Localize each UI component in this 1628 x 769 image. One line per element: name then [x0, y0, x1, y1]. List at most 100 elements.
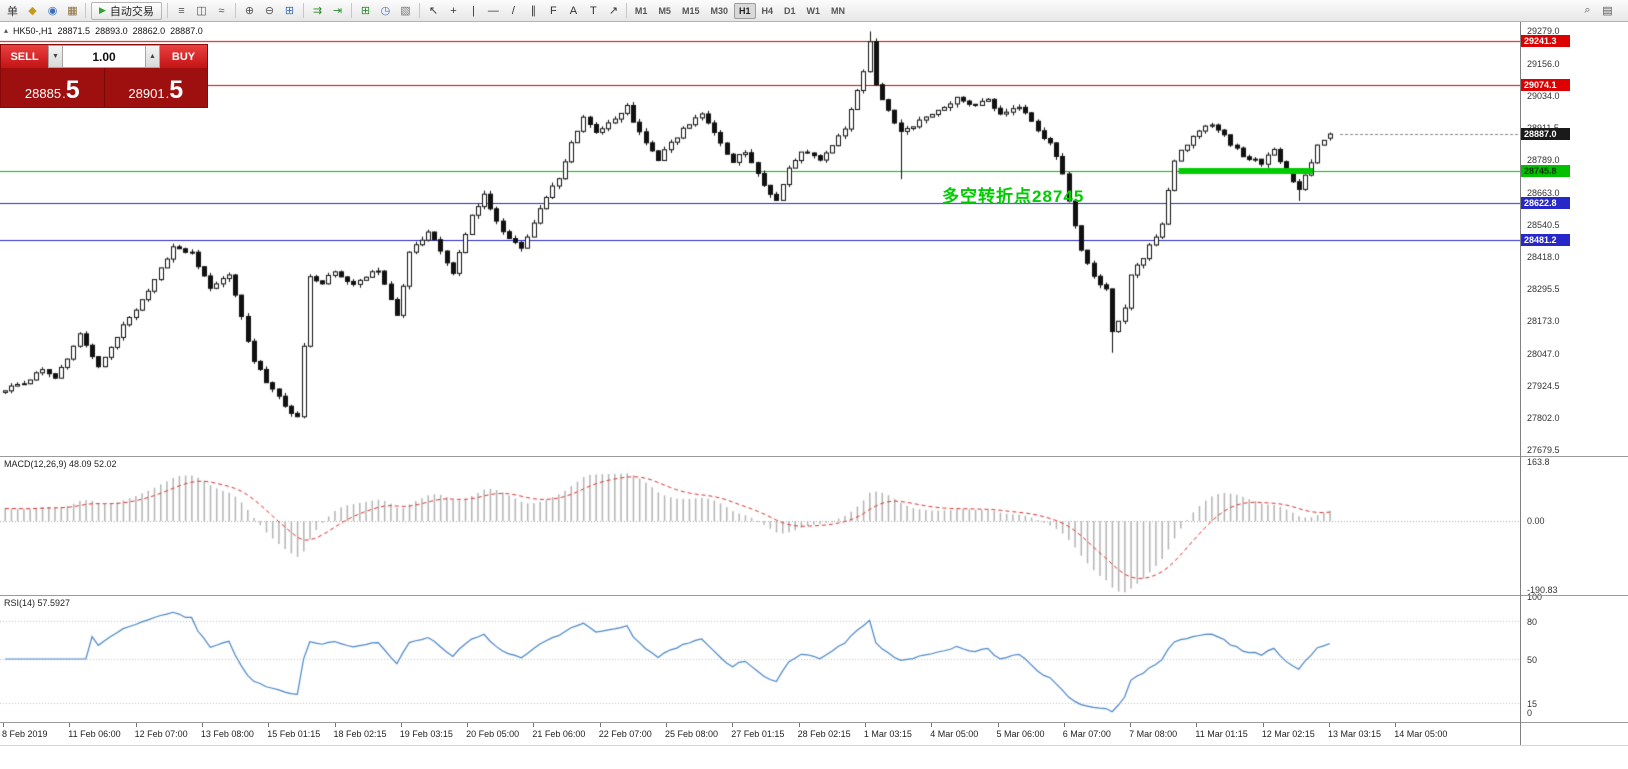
time-axis-label: 11 Feb 06:00 [68, 729, 121, 739]
time-axis-label: 18 Feb 02:15 [333, 729, 387, 739]
timeframe-M30[interactable]: M30 [705, 3, 733, 19]
sell-button[interactable]: SELL [1, 45, 48, 68]
time-tick [334, 723, 336, 727]
timeframe-MN[interactable]: MN [826, 3, 850, 19]
pivot-annotation-text[interactable]: 多空转折点28745 [942, 187, 1085, 206]
new-order-icon[interactable]: 单 [3, 2, 22, 20]
symbol-period-label: HK50-,H1 [13, 26, 53, 36]
time-axis-label: 19 Feb 03:15 [399, 729, 453, 739]
zoom-in-icon[interactable]: ⊕ [240, 2, 259, 20]
buy-button[interactable]: BUY [160, 45, 207, 68]
time-axis-label: 7 Mar 08:00 [1129, 729, 1178, 739]
price-tick-label: 28540.5 [1527, 219, 1560, 230]
layout-icon[interactable]: ▤ [1598, 2, 1617, 20]
time-tick [135, 723, 137, 727]
bid-price-tag: 28887.0 [1521, 128, 1570, 141]
timeframe-W1[interactable]: W1 [802, 3, 826, 19]
arrows-icon[interactable]: ↗ [604, 2, 623, 20]
time-axis-label: 13 Feb 08:00 [200, 729, 254, 739]
macd-indicator-canvas[interactable] [0, 457, 1520, 595]
data-window-icon[interactable]: ▦ [63, 2, 82, 20]
time-axis-label: 8 Feb 2019 [2, 729, 48, 739]
time-axis-label: 11 Mar 01:15 [1195, 729, 1248, 739]
time-axis-label: 1 Mar 03:15 [863, 729, 912, 739]
fibonacci-icon[interactable]: F [544, 2, 563, 20]
timeframe-M5[interactable]: M5 [653, 3, 676, 19]
price-tick-label: 28789.0 [1527, 154, 1560, 165]
new-order-plus-icon[interactable]: ⊞ [356, 2, 375, 20]
clock-icon[interactable]: ◷ [376, 2, 395, 20]
time-tick [1329, 723, 1330, 727]
chart-shift-icon[interactable]: ⇥ [328, 2, 347, 20]
price-axis[interactable]: 29279.0 29156.0 29034.0 28911.5 28789.0 28663… [1521, 22, 1628, 745]
time-axis[interactable]: 8 Feb 2019 11 Feb 06:00 12 Feb 07:00 13 Feb… [0, 723, 1520, 745]
hline-price-tag: 29074.1 [1521, 79, 1570, 92]
sell-price-main: 28885 [24, 86, 62, 101]
auto-scroll-icon[interactable]: ⇉ [308, 2, 327, 20]
vertical-line-icon[interactable]: | [464, 2, 483, 20]
autotrading-button[interactable]: ▶ 自动交易 [91, 1, 162, 20]
ohlc-open: 28871.5 [57, 26, 91, 36]
line-chart-icon[interactable]: ≈ [212, 2, 231, 20]
timeframe-H4[interactable]: H4 [757, 3, 779, 19]
price-tick-label: 28047.0 [1527, 349, 1560, 360]
text-label-icon[interactable]: T [584, 2, 603, 20]
panel-separator[interactable] [0, 456, 1628, 457]
bar-chart-icon[interactable]: ≡ [172, 2, 191, 20]
time-tick [1262, 723, 1264, 727]
panel-separator [0, 722, 1628, 723]
zoom-out-icon[interactable]: ⊖ [260, 2, 279, 20]
volume-increase-button[interactable]: ▲ [145, 45, 160, 68]
charts-icon[interactable]: ◆ [23, 2, 42, 20]
panel-separator[interactable] [0, 595, 1628, 596]
timeframe-D1[interactable]: D1 [779, 3, 801, 19]
tile-windows-icon[interactable]: ⊞ [280, 2, 299, 20]
price-tick-label: 28418.0 [1527, 251, 1560, 262]
price-axis-border [1520, 22, 1521, 745]
time-tick [3, 723, 4, 727]
toolbar-separator [85, 3, 86, 18]
rsi-tick-label: 50 [1527, 655, 1538, 665]
timeframe-M15[interactable]: M15 [677, 3, 705, 19]
equidistant-channel-icon[interactable]: ∥ [524, 2, 543, 20]
horizontal-line-icon[interactable]: — [484, 2, 503, 20]
time-axis-label: 15 Feb 01:15 [267, 729, 321, 739]
hline-price-tag: 28745.8 [1521, 165, 1570, 178]
volume-decrease-button[interactable]: ▼ [48, 45, 63, 68]
search-icon[interactable]: ⌕ [1578, 2, 1597, 20]
time-tick [467, 723, 469, 727]
toolbar: 单 ◆ ◉ ▦ ▶ 自动交易 ≡ ◫ ≈ ⊕ ⊖ ⊞ ⇉ ⇥ ⊞ ◷ ▧ ↖ + | — / ∥ F A T ↗ M1 M5 M1… [0, 0, 1628, 22]
text-icon[interactable]: A [564, 2, 583, 20]
buy-price[interactable]: 28901. 5 [105, 68, 208, 107]
cursor-icon[interactable]: ↖ [424, 2, 443, 20]
hline-price-tag: 28481.2 [1521, 234, 1570, 247]
collapse-icon[interactable]: ▴ [4, 26, 9, 35]
rsi-tick-label: 0 [1527, 708, 1533, 718]
time-axis-label: 6 Mar 07:00 [1062, 729, 1111, 739]
market-watch-icon[interactable]: ◉ [43, 2, 62, 20]
time-tick [1395, 723, 1397, 727]
time-tick [599, 723, 601, 727]
sell-price[interactable]: 28885. 5 [1, 68, 104, 107]
time-tick [997, 723, 999, 727]
time-tick [1196, 723, 1198, 727]
timeframe-H1[interactable]: H1 [733, 2, 756, 19]
price-tick-label: 29034.0 [1527, 90, 1560, 101]
main-chart-canvas[interactable] [0, 22, 1520, 456]
time-axis-label: 4 Mar 05:00 [930, 729, 979, 739]
rsi-indicator-canvas[interactable] [0, 596, 1520, 722]
time-tick [201, 723, 203, 727]
toolbar-separator [418, 3, 420, 18]
crosshair-icon[interactable]: + [444, 2, 463, 20]
toolbar-separator [625, 3, 627, 18]
hline-price-tag: 28622.8 [1521, 197, 1570, 210]
history-icon[interactable]: ▧ [396, 2, 415, 20]
timeframe-M1[interactable]: M1 [630, 3, 653, 19]
time-axis-label: 22 Feb 07:00 [598, 729, 652, 739]
candlestick-icon[interactable]: ◫ [192, 2, 211, 20]
time-axis-label: 28 Feb 02:15 [797, 729, 851, 739]
volume-input[interactable]: 1.00 [63, 45, 145, 68]
sell-price-pip: 5 [65, 76, 80, 104]
time-axis-label: 20 Feb 05:00 [466, 729, 520, 739]
trendline-icon[interactable]: / [504, 2, 523, 20]
